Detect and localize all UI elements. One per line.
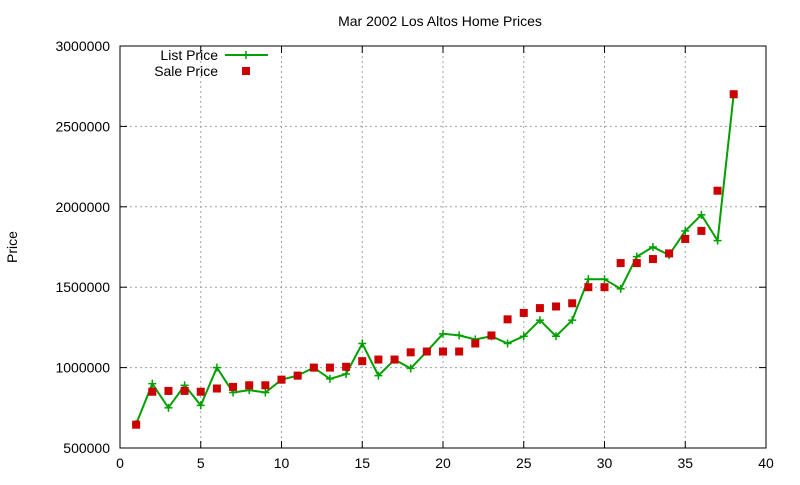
list-price-point bbox=[374, 371, 383, 380]
chart-title: Mar 2002 Los Altos Home Prices bbox=[338, 13, 542, 29]
sale-price-point bbox=[487, 331, 496, 340]
sale-price-point bbox=[342, 362, 351, 371]
y-tick-label: 500000 bbox=[63, 440, 110, 456]
sale-price-point bbox=[406, 348, 415, 357]
y-axis-label: Price bbox=[4, 231, 20, 263]
legend-label-list-price: List Price bbox=[160, 47, 218, 63]
sale-price-point bbox=[729, 90, 738, 99]
sale-price-point bbox=[519, 308, 528, 317]
sale-price-point bbox=[503, 315, 512, 324]
legend-sample-square bbox=[242, 67, 250, 75]
x-tick-label: 0 bbox=[116, 455, 124, 471]
sale-price-point bbox=[309, 363, 318, 372]
grid-layer bbox=[120, 46, 766, 448]
list-price-line bbox=[135, 94, 735, 425]
sale-price-point bbox=[422, 347, 431, 356]
sale-price-point bbox=[568, 299, 577, 308]
x-tick-label: 40 bbox=[758, 455, 774, 471]
y-tick-label: 1000000 bbox=[55, 360, 110, 376]
sale-price-point bbox=[374, 355, 383, 364]
sale-price-point bbox=[632, 259, 641, 268]
list-price-point bbox=[697, 210, 706, 219]
sale-price-point bbox=[229, 382, 238, 391]
sale-price-point bbox=[245, 381, 254, 390]
y-tick-label: 1500000 bbox=[55, 279, 110, 295]
x-tick-label: 5 bbox=[197, 455, 205, 471]
sale-price-point bbox=[358, 357, 367, 366]
x-tick-label: 25 bbox=[516, 455, 532, 471]
axes-layer: 0 5 10 15 20 25 30 35 40 500000 1000000 1500000 2000… bbox=[55, 38, 774, 471]
plot-frame bbox=[119, 45, 767, 449]
sale-price-point bbox=[293, 371, 302, 380]
sale-price-point bbox=[325, 363, 334, 372]
x-tick-label: 20 bbox=[435, 455, 451, 471]
list-price-point bbox=[535, 316, 544, 325]
list-price-point bbox=[648, 243, 657, 251]
sale-price-point bbox=[600, 283, 609, 292]
legend-sample-plus bbox=[242, 51, 250, 59]
y-tick-label: 3000000 bbox=[55, 38, 110, 54]
y-tick-label: 2500000 bbox=[55, 118, 110, 134]
sale-price-point bbox=[277, 375, 286, 384]
list-price-point bbox=[455, 331, 464, 340]
list-price-point bbox=[503, 339, 512, 348]
x-tick-label: 30 bbox=[597, 455, 613, 471]
list-price-point bbox=[148, 379, 157, 388]
x-tick-label: 35 bbox=[677, 455, 693, 471]
sale-price-point bbox=[471, 339, 480, 348]
y-tick-label: 2000000 bbox=[55, 199, 110, 215]
sale-price-point bbox=[196, 387, 205, 396]
list-price-point bbox=[568, 316, 577, 325]
sale-price-point bbox=[681, 234, 690, 243]
legend-label-sale-price: Sale Price bbox=[154, 63, 218, 79]
list-price-point bbox=[616, 284, 625, 293]
list-price-point bbox=[552, 332, 561, 341]
sale-price-point bbox=[148, 387, 157, 396]
sale-price-point bbox=[261, 381, 270, 390]
list-price-point bbox=[584, 275, 593, 284]
sale-price-point bbox=[713, 186, 722, 195]
sale-price-point bbox=[584, 283, 593, 292]
sale-price-point bbox=[132, 420, 141, 429]
list-price-point bbox=[406, 364, 415, 373]
list-price-point bbox=[681, 226, 690, 235]
list-price-point bbox=[325, 374, 334, 383]
sale-price-point bbox=[439, 347, 447, 356]
sale-price-point bbox=[648, 255, 657, 264]
list-price-point bbox=[600, 275, 609, 284]
list-price-point bbox=[196, 401, 205, 410]
list-price-point bbox=[519, 332, 528, 341]
list-price-point bbox=[358, 339, 367, 348]
sale-price-point bbox=[180, 386, 189, 395]
list-price-point bbox=[261, 388, 270, 397]
sale-price-point bbox=[552, 302, 561, 311]
sale-price-point bbox=[455, 347, 464, 356]
list-price-point bbox=[212, 363, 221, 372]
list-price-point bbox=[439, 329, 447, 338]
sale-price-point bbox=[535, 304, 544, 313]
sale-price-point bbox=[616, 259, 625, 268]
sale-price-point bbox=[212, 384, 221, 393]
sale-price-point bbox=[390, 355, 399, 364]
sale-price-point bbox=[697, 226, 706, 235]
x-tick-label: 10 bbox=[274, 455, 290, 471]
x-tick-label: 15 bbox=[354, 455, 370, 471]
list-price-point bbox=[713, 236, 722, 245]
sale-price-point bbox=[164, 386, 173, 395]
sale-price-point bbox=[665, 249, 674, 258]
list-price-point bbox=[342, 370, 351, 379]
list-price-point bbox=[164, 403, 173, 412]
series-layer bbox=[132, 90, 738, 429]
